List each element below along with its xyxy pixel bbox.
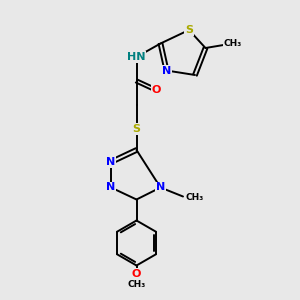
Text: N: N (106, 182, 116, 193)
Text: HN: HN (127, 52, 146, 62)
Text: S: S (185, 25, 193, 35)
Text: N: N (106, 157, 116, 167)
Text: CH₃: CH₃ (186, 194, 204, 202)
Text: N: N (156, 182, 165, 193)
Text: O: O (151, 85, 161, 95)
Text: S: S (133, 124, 140, 134)
Text: N: N (162, 65, 171, 76)
Text: CH₃: CH₃ (128, 280, 146, 289)
Text: O: O (132, 268, 141, 279)
Text: CH₃: CH₃ (224, 39, 242, 48)
